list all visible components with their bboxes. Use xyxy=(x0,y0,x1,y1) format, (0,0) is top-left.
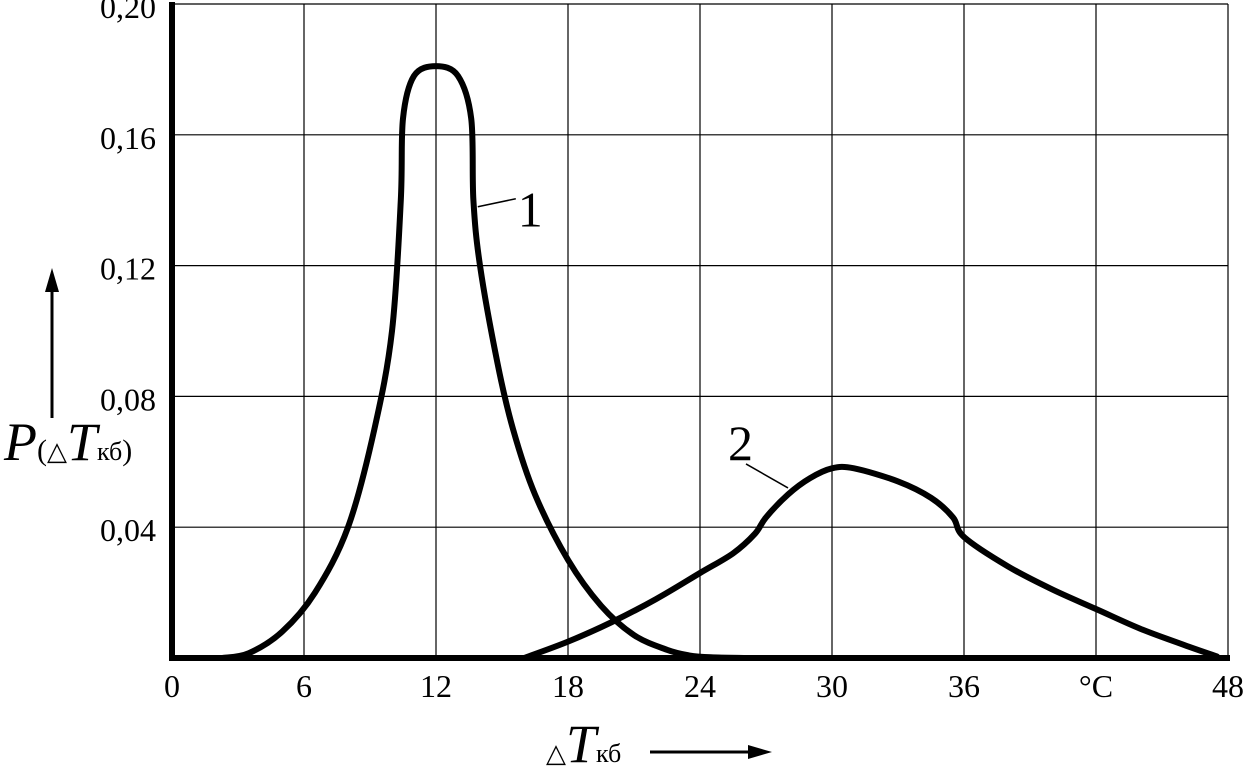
y-tick-label: 0,20 xyxy=(100,0,156,25)
y-axis-subscript: кб xyxy=(97,437,122,466)
svg-text:P(△Tкб): P(△Tкб) xyxy=(3,412,132,472)
x-tick-label: 6 xyxy=(296,668,312,704)
x-tick-label: 12 xyxy=(420,668,452,704)
annotation-leader-1 xyxy=(477,198,516,208)
y-tick-label: 0,08 xyxy=(100,381,156,417)
annotations: 12 xyxy=(477,182,789,489)
x-axis-arrow-head-icon xyxy=(748,745,772,759)
series-line-2 xyxy=(521,463,1220,661)
y-tick-label: 0,16 xyxy=(100,120,156,156)
x-axis-subscript: кб xyxy=(596,739,621,768)
x-tick-label: 36 xyxy=(948,668,980,704)
annotation-label-2: 2 xyxy=(728,415,753,471)
annotation-label-1: 1 xyxy=(518,182,543,238)
x-axis-delta: △ xyxy=(546,739,566,768)
y-axis-symbol: P xyxy=(3,412,37,472)
x-tick-label: °C xyxy=(1079,668,1113,704)
x-tick-label: 30 xyxy=(816,668,848,704)
x-tick-label: 18 xyxy=(552,668,584,704)
y-axis-delta: △ xyxy=(47,437,67,466)
y-axis-close-paren: ) xyxy=(122,434,132,467)
x-tick-label: 48 xyxy=(1212,668,1244,704)
x-axis-title: △Tкб xyxy=(546,714,772,770)
svg-text:△Tкб: △Tкб xyxy=(546,714,621,770)
annotation-leader-2 xyxy=(745,463,789,489)
grid xyxy=(172,3,1229,658)
x-axis-symbol: T xyxy=(566,714,600,770)
y-tick-label: 0,12 xyxy=(100,251,156,287)
tick-labels: 0 6 12 18 24 30 36 °C 480,040,080,120,160,20 xyxy=(100,0,1244,704)
y-axis-arrow-head-icon xyxy=(45,268,59,292)
y-axis-open-paren: ( xyxy=(37,434,47,467)
y-tick-label: 0,04 xyxy=(100,512,156,548)
y-axis-title: P(△Tкб) xyxy=(3,268,132,472)
series-lines xyxy=(219,63,1220,661)
x-tick-label: 24 xyxy=(684,668,716,704)
y-axis-var: T xyxy=(67,412,101,472)
x-tick-label: 0 xyxy=(164,668,180,704)
series-line-1 xyxy=(219,63,747,661)
